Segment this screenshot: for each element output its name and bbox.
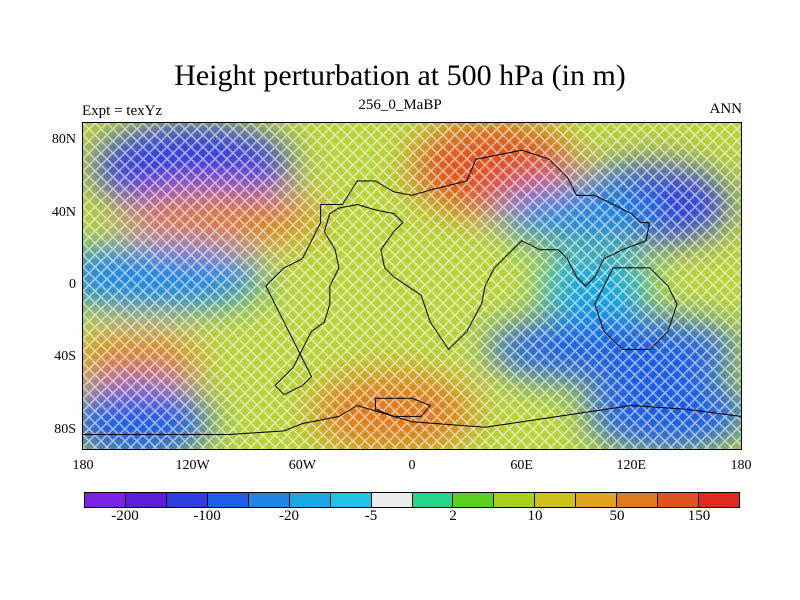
y-tick-label: 80S xyxy=(54,421,76,437)
x-tick-label: 180 xyxy=(72,458,94,473)
x-tick-label: 180 xyxy=(730,458,752,473)
map-title: Height perturbation at 500 hPa (in m) xyxy=(174,59,626,92)
colorbar-segment-6 xyxy=(330,493,372,507)
x-tick-label: 120W xyxy=(175,458,210,473)
x-tick-label: 0 xyxy=(408,458,416,473)
y-tick-label: 0 xyxy=(69,277,76,292)
colorbar-segment-15 xyxy=(699,493,739,507)
continent-outline-2 xyxy=(374,397,432,417)
continent-outline-0 xyxy=(265,149,651,396)
colorbar-segment-4 xyxy=(248,493,290,507)
colorbar-segment-0 xyxy=(85,493,126,507)
colorbar-segment-2 xyxy=(166,493,208,507)
x-tick-label: 120E xyxy=(616,458,647,473)
stipple-overlay xyxy=(83,123,741,449)
experiment-label: Expt = texYz xyxy=(82,103,163,119)
colorbar-segment-1 xyxy=(125,493,167,507)
colorbar-segment-5 xyxy=(289,493,331,507)
colorbar xyxy=(84,492,740,508)
colorbar-label: -100 xyxy=(193,508,221,524)
colorbar-segment-3 xyxy=(207,493,249,507)
colorbar-label: -200 xyxy=(111,508,139,524)
y-tick-label: 40N xyxy=(51,204,76,220)
colorbar-segment-10 xyxy=(494,493,536,507)
colorbar-segment-13 xyxy=(617,493,659,507)
x-tick-label: 60W xyxy=(288,458,316,473)
colorbar-label: 10 xyxy=(527,508,543,524)
colorbar-label: -20 xyxy=(279,508,299,524)
y-tick-label: 80N xyxy=(51,132,76,148)
colorbar-segment-8 xyxy=(412,493,454,507)
run-label: 256_0_MaBP xyxy=(358,97,442,113)
x-tick-label: 60E xyxy=(510,458,533,473)
map-panel xyxy=(82,122,742,450)
map-canvas xyxy=(83,123,741,449)
colorbar-segment-11 xyxy=(535,493,577,507)
colorbar-segment-9 xyxy=(453,493,495,507)
colorbar-label: -5 xyxy=(364,508,378,524)
continent-outline-3 xyxy=(83,404,741,435)
period-label: ANN xyxy=(709,101,743,117)
colorbar-segment-7 xyxy=(371,493,413,507)
colorbar-label: 2 xyxy=(449,508,457,524)
colorbar-label: 150 xyxy=(687,508,711,524)
colorbar-segment-14 xyxy=(658,493,700,507)
continent-outline-layer xyxy=(83,149,741,435)
continent-outline-1 xyxy=(594,267,678,350)
colorbar-label: 50 xyxy=(609,508,625,524)
colorbar-segment-12 xyxy=(576,493,618,507)
y-tick-label: 40S xyxy=(54,349,76,365)
